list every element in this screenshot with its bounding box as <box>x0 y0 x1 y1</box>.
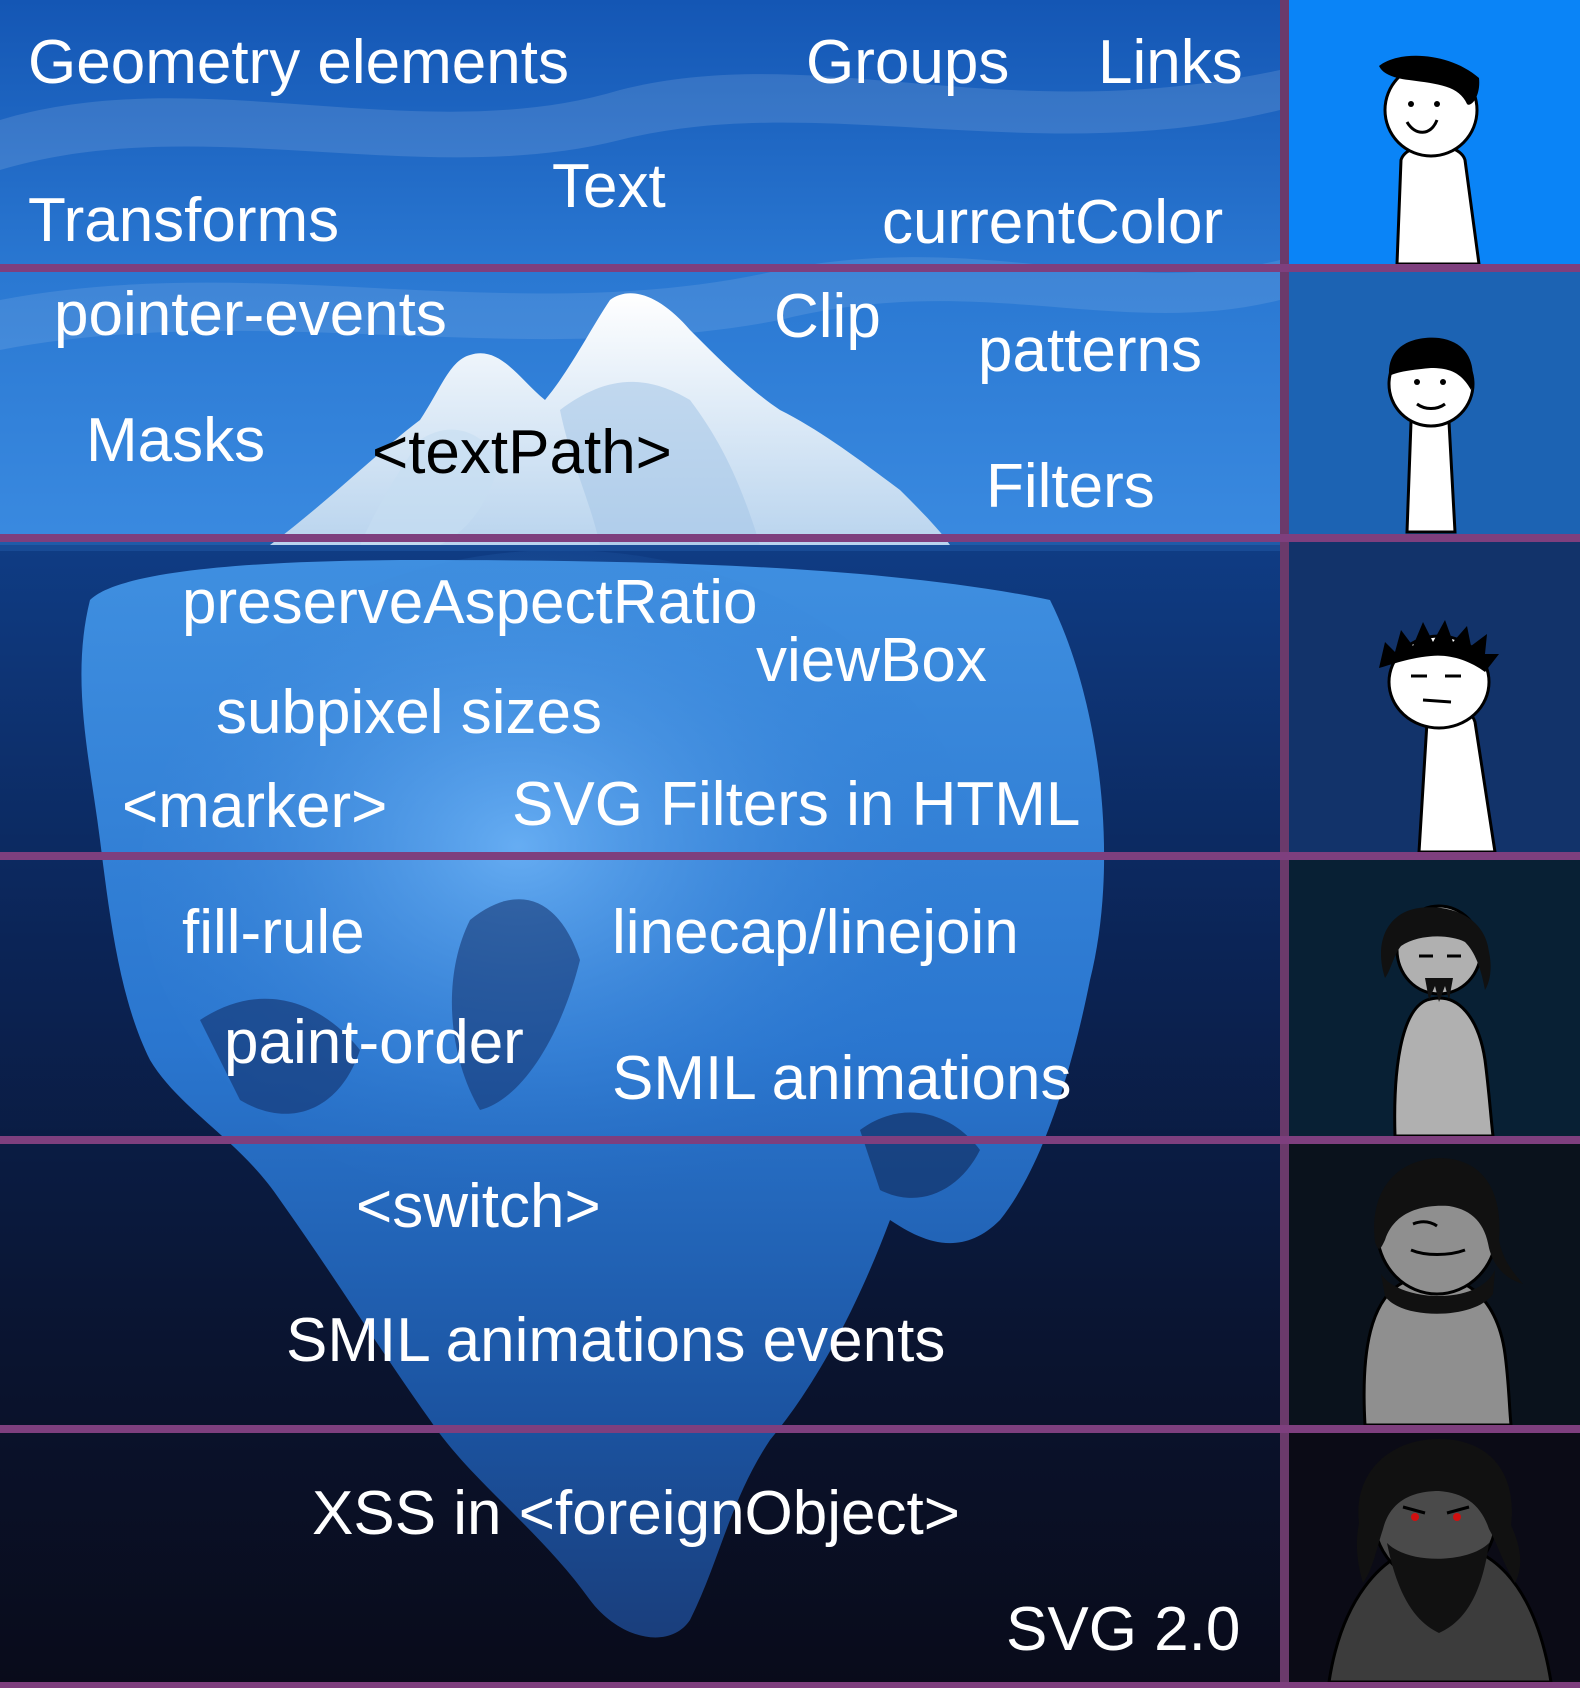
person-tier-6-icon <box>1327 1439 1553 1682</box>
tier-6-label: SVG 2.0 <box>1006 1595 1241 1664</box>
tier-divider-4 <box>0 1136 1580 1144</box>
tier-1: Geometry elements Groups Links Transform… <box>0 0 1580 264</box>
tier-4: fill-rule linecap/linejoin paint-order S… <box>0 860 1580 1136</box>
tier-3-label: <marker> <box>122 772 388 841</box>
tier-6-label: XSS in <foreignObject> <box>312 1479 960 1548</box>
person-panel-4 <box>1289 860 1580 1136</box>
tier-divider-1 <box>0 264 1580 272</box>
person-panel-2 <box>1289 272 1580 534</box>
tier-1-label: Geometry elements <box>28 28 569 97</box>
person-tier-2-icon <box>1387 337 1475 534</box>
person-panel-3 <box>1289 542 1580 852</box>
tier-6: XSS in <foreignObject> SVG 2.0 <box>0 1433 1580 1682</box>
tier-2-label: Filters <box>986 452 1155 521</box>
tier-1-label: Text <box>552 152 666 221</box>
tier-2-label: patterns <box>978 316 1203 385</box>
tier-2-label: pointer-events <box>54 280 447 349</box>
tier-1-label: currentColor <box>882 188 1224 257</box>
person-tier-5-icon <box>1362 1158 1523 1425</box>
tier-1-label: Links <box>1098 28 1243 97</box>
tier-3-label: viewBox <box>756 626 987 695</box>
tier-2-label: Masks <box>86 406 266 475</box>
vertical-divider <box>1280 0 1289 1688</box>
tier-5-label: SMIL animations events <box>286 1306 946 1375</box>
person-tier-1-icon <box>1379 55 1481 264</box>
person-panel-5 <box>1289 1144 1580 1425</box>
tier-4-label: paint-order <box>224 1008 524 1077</box>
tier-3-label: preserveAspectRatio <box>182 568 758 637</box>
person-tier-3-icon <box>1379 620 1499 852</box>
person-tier-4-icon <box>1380 904 1495 1136</box>
tier-divider-5 <box>0 1425 1580 1433</box>
tier-divider-3 <box>0 852 1580 860</box>
tier-4-label: fill-rule <box>182 898 365 967</box>
tier-1-label: Transforms <box>28 186 340 255</box>
tier-4-label: linecap/linejoin <box>612 898 1019 967</box>
tier-3: preserveAspectRatio viewBox subpixel siz… <box>0 542 1580 852</box>
tier-5-label: <switch> <box>356 1172 601 1241</box>
person-panel-1 <box>1289 0 1580 264</box>
tier-1-label: Groups <box>806 28 1010 97</box>
tier-2: pointer-events Clip patterns Masks <text… <box>0 272 1580 534</box>
tier-4-label: SMIL animations <box>612 1044 1072 1113</box>
tier-3-label: SVG Filters in HTML <box>512 770 1081 839</box>
tier-2-label: <textPath> <box>372 418 672 487</box>
tier-divider-2 <box>0 534 1580 542</box>
tier-2-label: Clip <box>774 282 881 351</box>
tier-3-label: subpixel sizes <box>216 678 602 747</box>
person-panel-6 <box>1289 1433 1580 1682</box>
iceberg-background-image <box>0 0 1280 1688</box>
tier-5: <switch> SMIL animations events <box>0 1144 1580 1425</box>
tier-divider-6 <box>0 1682 1580 1688</box>
